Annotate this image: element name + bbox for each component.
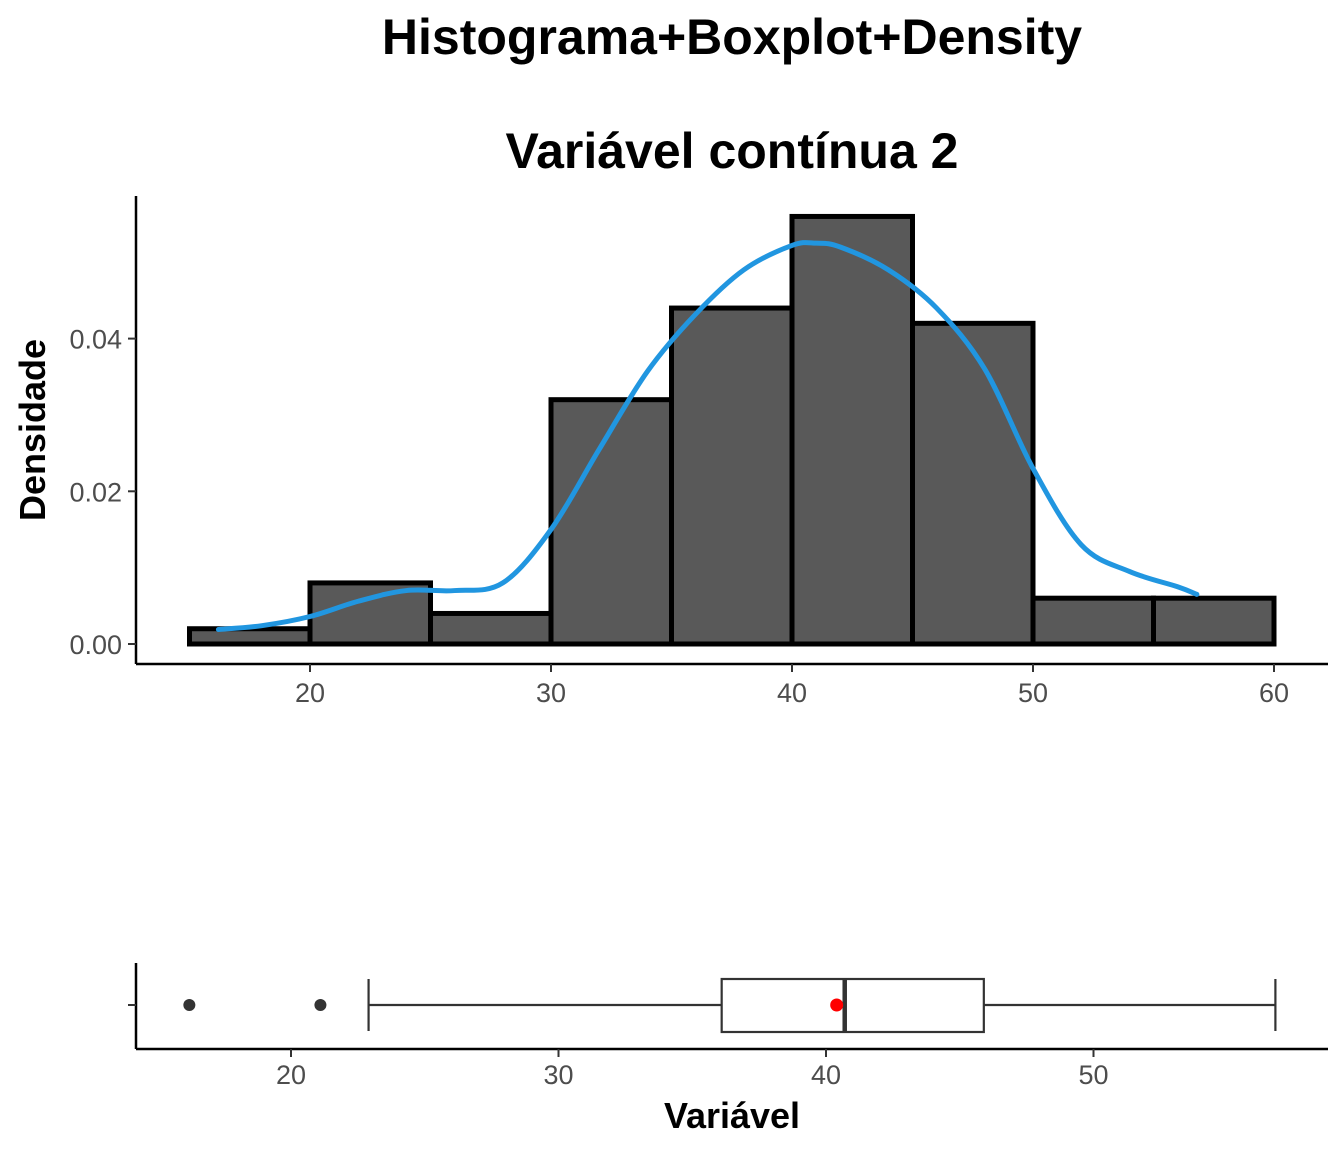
histogram-bar xyxy=(789,213,915,647)
chart-subtitle: Variável contínua 2 xyxy=(505,123,959,179)
y-tick-label: 0.04 xyxy=(69,325,122,355)
mean-point xyxy=(830,998,844,1012)
histogram-bar xyxy=(1151,595,1277,647)
box xyxy=(720,977,985,1034)
histogram-bar xyxy=(428,610,554,647)
histogram-panel: 0.00 0.02 0.04 20 30 40 50 60 Densidade xyxy=(12,196,1328,708)
y-axis-title: Densidade xyxy=(12,339,53,521)
y-tick-label: 0.00 xyxy=(69,630,122,660)
x-tick-label: 40 xyxy=(777,678,807,708)
boxplot-panel: 20 30 40 50 Variável xyxy=(128,963,1328,1136)
x-tick-label: 20 xyxy=(276,1060,306,1090)
x-tick-label: 50 xyxy=(1018,678,1048,708)
x-tick-label: 30 xyxy=(536,678,566,708)
histogram-bar xyxy=(548,397,674,647)
outlier-point xyxy=(314,999,327,1011)
histogram-bar xyxy=(187,626,313,647)
x-tick-label: 50 xyxy=(1078,1060,1108,1090)
x-tick-label: 20 xyxy=(295,678,325,708)
outlier-point xyxy=(183,999,196,1011)
density-curve xyxy=(215,240,1200,632)
x-axis-title: Variável xyxy=(664,1095,800,1136)
y-tick-label: 0.02 xyxy=(69,477,122,507)
histogram-bar xyxy=(669,305,795,647)
histogram-bar xyxy=(1030,595,1156,647)
chart-title: Histograma+Boxplot+Density xyxy=(381,9,1083,65)
x-tick-label: 40 xyxy=(811,1060,841,1090)
histogram-bar xyxy=(307,580,433,647)
x-tick-label: 60 xyxy=(1259,678,1289,708)
histogram-bar xyxy=(910,320,1036,647)
x-tick-label: 30 xyxy=(543,1060,573,1090)
